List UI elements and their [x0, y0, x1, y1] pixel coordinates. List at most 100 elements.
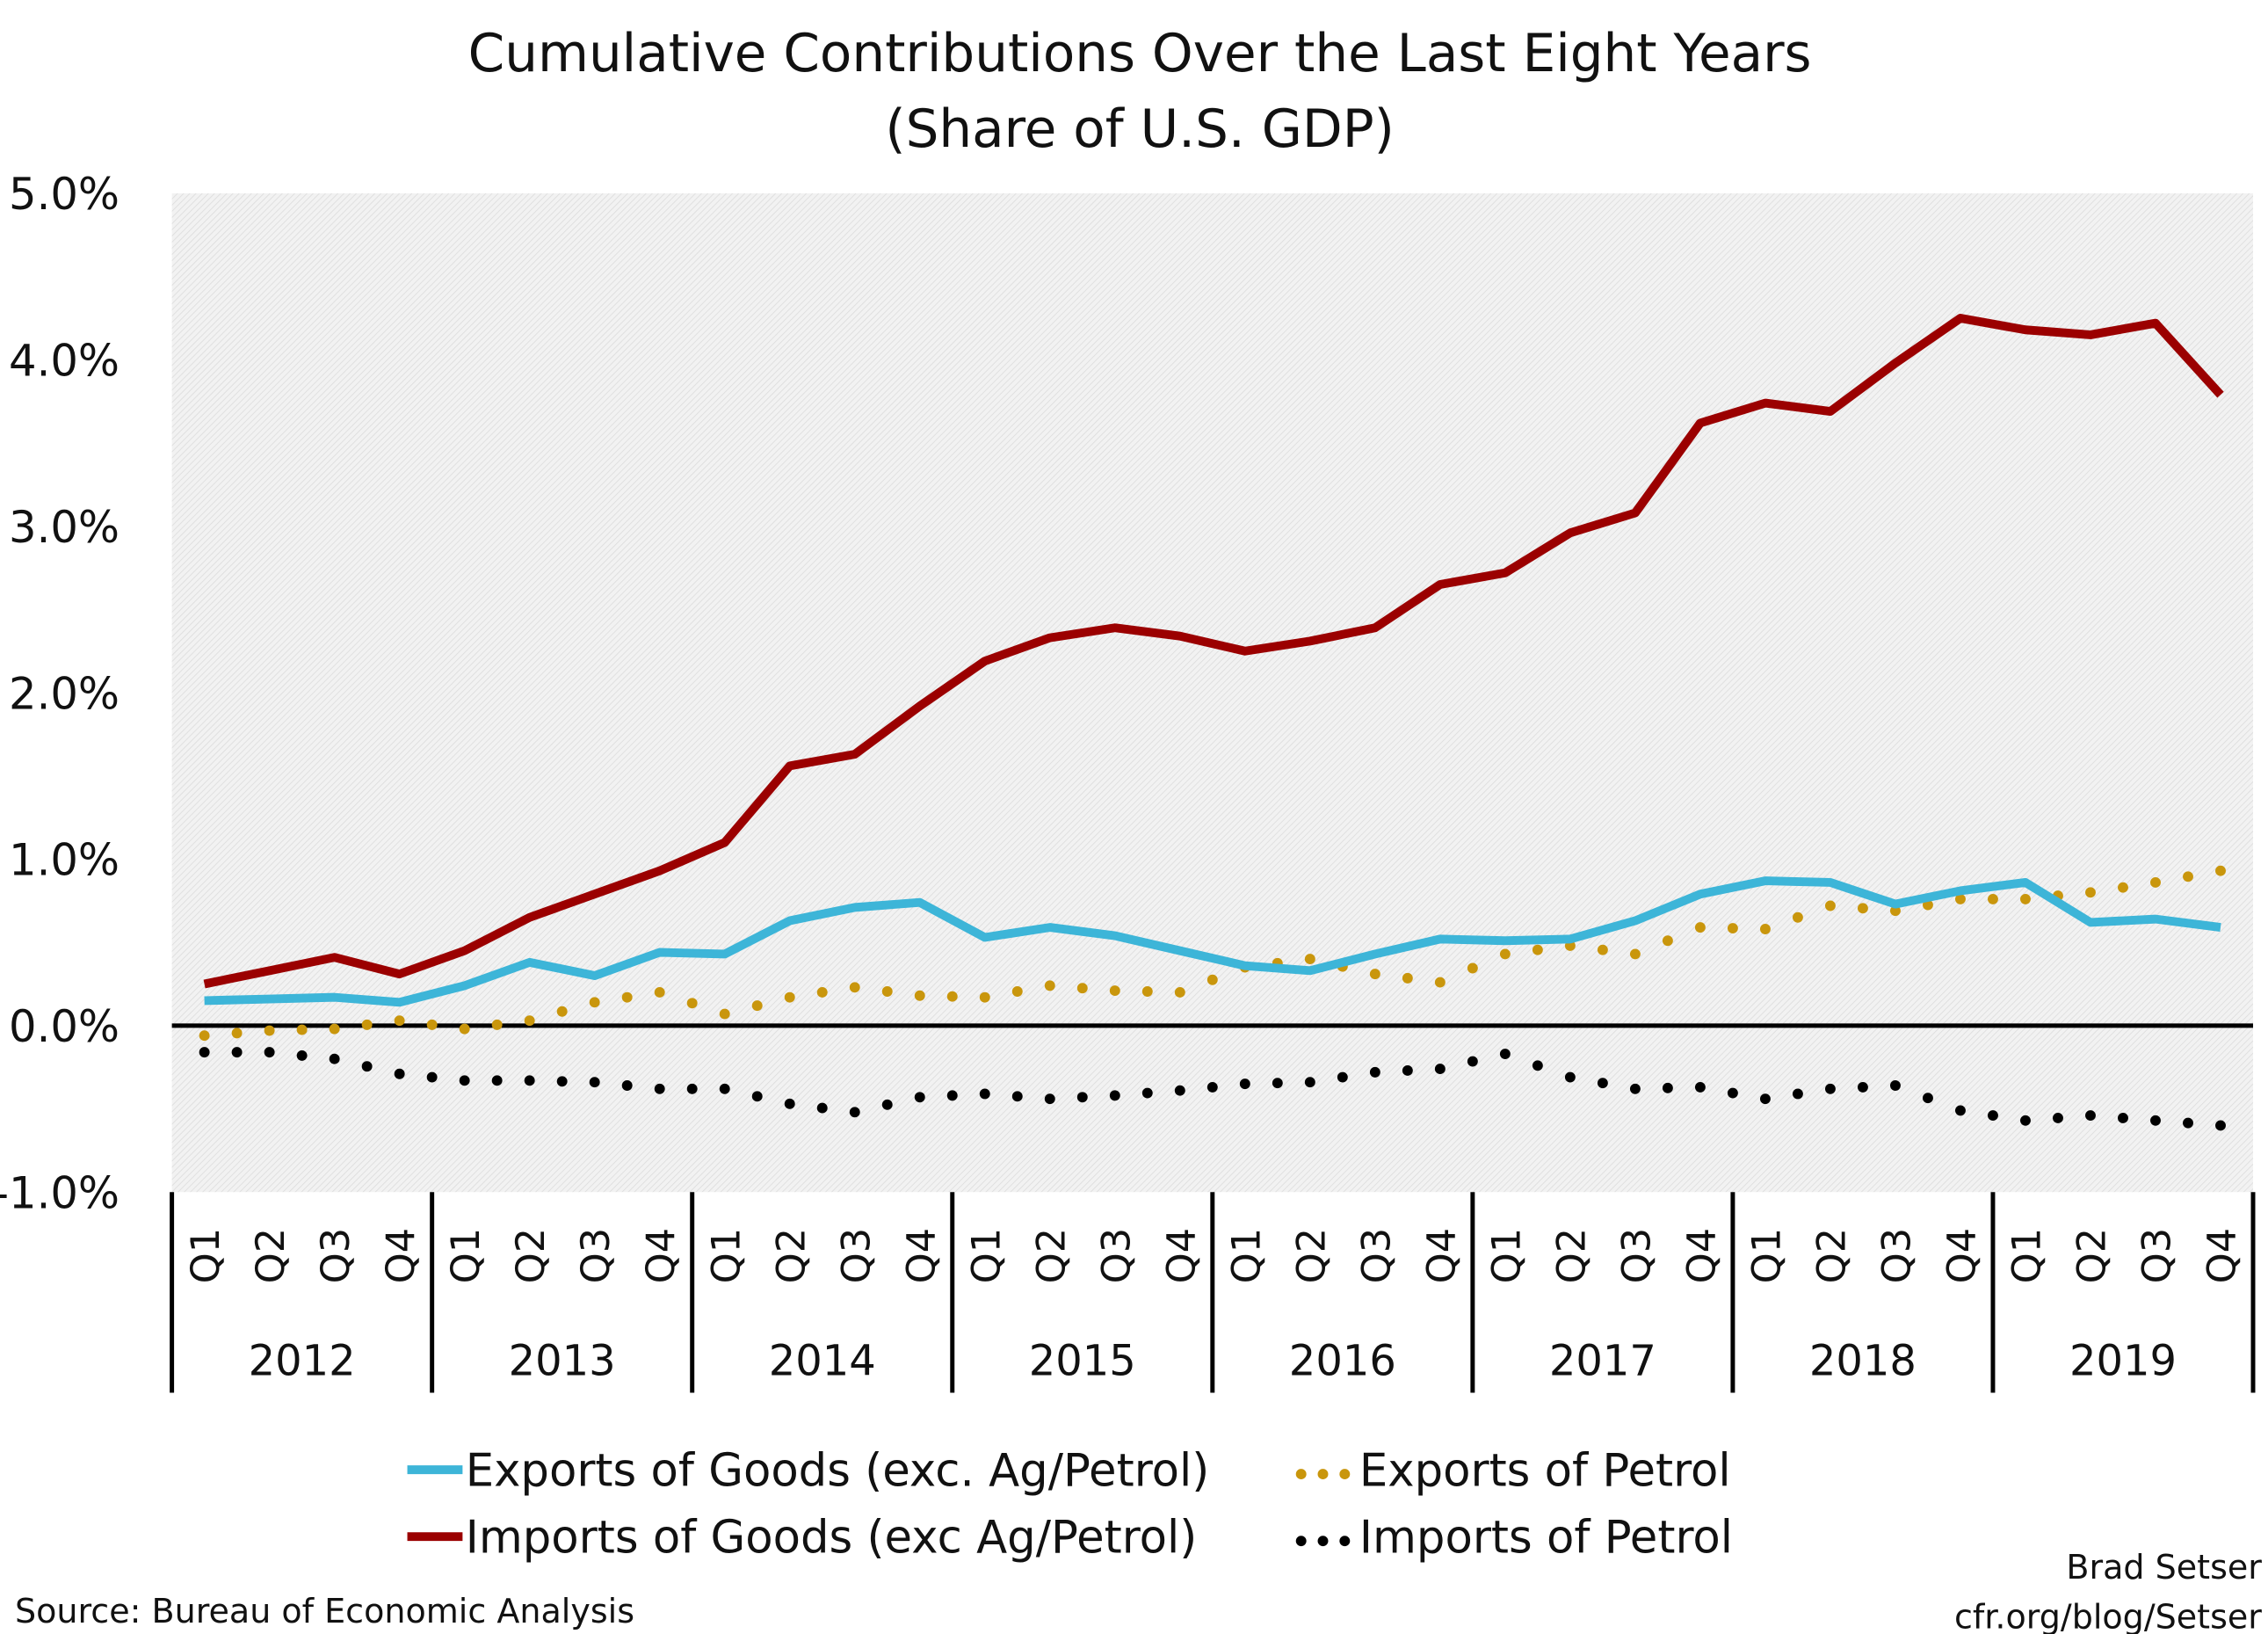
series-dot — [1889, 1080, 1901, 1091]
x-tick-year: 2019 — [2069, 1337, 2177, 1386]
x-tick-quarter: Q1 — [2004, 1228, 2050, 1284]
x-tick-year: 2016 — [1289, 1337, 1396, 1386]
series-dot — [1662, 935, 1673, 947]
series-dot — [1402, 1065, 1413, 1076]
series-dot — [1759, 1093, 1771, 1105]
legend-swatch — [1339, 1469, 1351, 1480]
series-dot — [686, 998, 698, 1009]
series-dot — [2118, 882, 2128, 893]
source-note: Source: Bureau of Economic Analysis — [15, 1592, 634, 1630]
series-dot — [1499, 948, 1511, 960]
series-dot — [426, 1071, 438, 1083]
series-dot — [1011, 986, 1023, 997]
series-dot — [296, 1024, 308, 1035]
series-dot — [654, 1083, 665, 1094]
series-dot — [1694, 922, 1706, 933]
series-dot — [1109, 1090, 1120, 1101]
x-tick-quarter: Q4 — [1418, 1228, 1464, 1284]
series-dot — [1988, 893, 1998, 904]
legend-label: Imports of Petrol — [1359, 1511, 1733, 1564]
series-dot — [1532, 1060, 1543, 1071]
series-dot — [1857, 903, 1868, 914]
series-dot — [784, 991, 795, 1003]
series-dot — [1044, 980, 1055, 991]
x-tick-quarter: Q3 — [313, 1228, 359, 1284]
series-dot — [1922, 1093, 1933, 1104]
series-dot — [1955, 893, 1966, 904]
series-dot — [264, 1047, 275, 1058]
series-dot — [849, 1107, 860, 1118]
series-dot — [1824, 900, 1836, 911]
series-dot — [556, 1076, 568, 1087]
x-tick-quarter: Q4 — [378, 1228, 424, 1284]
legend-swatch — [1317, 1469, 1329, 1480]
series-dot — [329, 1023, 340, 1035]
series-dot — [2215, 865, 2226, 876]
x-tick-year: 2014 — [769, 1337, 876, 1386]
chart-subtitle: (Share of U.S. GDP) — [885, 99, 1394, 160]
series-dot — [1206, 974, 1218, 985]
x-tick-quarter: Q4 — [1158, 1228, 1204, 1284]
series-dot — [589, 1077, 600, 1088]
author-name: Brad Setser — [2066, 1548, 2262, 1587]
series-dot — [1239, 1078, 1250, 1090]
series-dot — [1564, 1071, 1576, 1083]
series-dot — [2053, 1112, 2063, 1123]
legend-item: Exports of Petrol — [1295, 1444, 1731, 1497]
series-dot — [1174, 1085, 1185, 1096]
series-dot — [1044, 1093, 1055, 1105]
series-dot — [459, 1023, 470, 1035]
series-imports-of-petrol — [199, 1047, 2226, 1131]
x-tick-quarter: Q3 — [573, 1228, 619, 1284]
series-dot — [1174, 987, 1185, 998]
series-dot — [1597, 1078, 1608, 1089]
series-dot — [1889, 905, 1901, 917]
x-tick-quarter: Q3 — [2134, 1228, 2180, 1284]
x-tick-quarter: Q2 — [1548, 1228, 1594, 1284]
x-tick-quarter: Q2 — [768, 1228, 814, 1284]
plot-area — [171, 192, 2254, 1193]
series-dot — [914, 1092, 925, 1103]
y-tick-label: 5.0% — [9, 169, 120, 220]
legend-item: Imports of Petrol — [1295, 1511, 1733, 1564]
series-dot — [2150, 1115, 2161, 1126]
series-dot — [1857, 1081, 1868, 1093]
series-dot — [1337, 1071, 1348, 1083]
series-line — [203, 314, 2224, 989]
series-dot — [1824, 1083, 1836, 1094]
series-dot — [979, 1088, 990, 1100]
series-dot — [361, 1019, 373, 1030]
series-dot — [1076, 983, 1088, 994]
x-tick-year: 2018 — [1809, 1337, 1917, 1386]
series-dot — [231, 1047, 243, 1058]
legend-label: Exports of Petrol — [1359, 1444, 1731, 1497]
x-tick-year: 2015 — [1029, 1337, 1136, 1386]
series-dot — [621, 991, 633, 1003]
series-dot — [2183, 871, 2193, 882]
x-tick-quarter: Q1 — [963, 1228, 1009, 1284]
series-dot — [1467, 1056, 1478, 1067]
series-dot — [361, 1061, 373, 1072]
series-dot — [394, 1068, 405, 1079]
series-dot — [686, 1083, 698, 1094]
series-dot — [1662, 1082, 1673, 1093]
series-dot — [914, 990, 925, 1001]
series-dot — [1792, 911, 1803, 923]
series-dot — [1597, 944, 1608, 955]
series-dot — [296, 1049, 308, 1061]
series-dot — [1109, 985, 1120, 997]
x-tick-quarter: Q2 — [1288, 1228, 1334, 1284]
y-tick-label: 1.0% — [9, 835, 120, 886]
series-dot — [1206, 1081, 1218, 1093]
series-dot — [1369, 969, 1380, 980]
x-tick-year: 2017 — [1549, 1337, 1656, 1386]
series-dot — [1727, 923, 1738, 934]
x-tick-year: 2013 — [509, 1337, 616, 1386]
series-dot — [1727, 1087, 1738, 1099]
series-dot — [2183, 1117, 2193, 1129]
x-tick-quarter: Q2 — [248, 1228, 293, 1284]
series-dot — [1629, 948, 1641, 960]
series-imports-of-goods-exc-ag-petrol- — [203, 314, 2224, 989]
series-line — [204, 876, 2221, 1007]
